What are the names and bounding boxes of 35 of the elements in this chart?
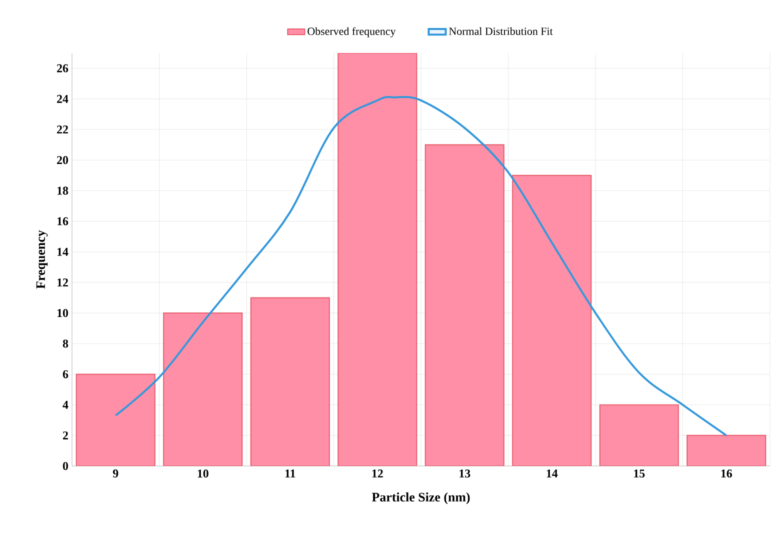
legend-label: Observed frequency <box>308 27 396 38</box>
y-axis-title: Frequency <box>36 230 48 289</box>
y-tick-label: 4 <box>62 400 68 409</box>
y-tick-label: 0 <box>62 462 68 470</box>
x-tick-label: 16 <box>721 470 732 478</box>
y-tick-label: 18 <box>57 186 68 195</box>
line-series <box>114 96 728 436</box>
y-tick-label: 24 <box>57 94 68 103</box>
legend-label: Normal Distribution Fit <box>449 27 553 35</box>
x-axis-title: Particle Size (nm) <box>372 492 470 504</box>
y-tick-label: 16 <box>57 217 68 226</box>
bar <box>250 297 330 466</box>
y-tick-label: 14 <box>57 248 68 256</box>
y-tick-label: 6 <box>62 370 68 378</box>
x-tick-label: 11 <box>285 470 296 478</box>
y-tick-label: 26 <box>57 64 68 72</box>
bar <box>686 434 766 466</box>
bar <box>338 52 418 466</box>
bar <box>163 312 243 466</box>
bar <box>512 174 592 466</box>
x-tick-label: 14 <box>546 470 558 478</box>
y-tick-label: 10 <box>57 309 68 318</box>
y-tick-label: 20 <box>57 156 68 164</box>
x-tick-label: 9 <box>112 470 118 478</box>
bar <box>424 144 504 466</box>
x-tick-label: 10 <box>198 470 208 478</box>
y-tick-label: 8 <box>62 340 68 348</box>
y-tick-label: 2 <box>63 431 68 440</box>
bar <box>76 374 156 466</box>
y-tick-label: 22 <box>57 126 68 134</box>
bar <box>599 404 679 466</box>
y-tick-label: 12 <box>57 278 68 286</box>
x-tick-label: 13 <box>460 470 470 478</box>
x-tick-label: 12 <box>372 470 383 478</box>
x-tick-label: 15 <box>634 470 645 478</box>
